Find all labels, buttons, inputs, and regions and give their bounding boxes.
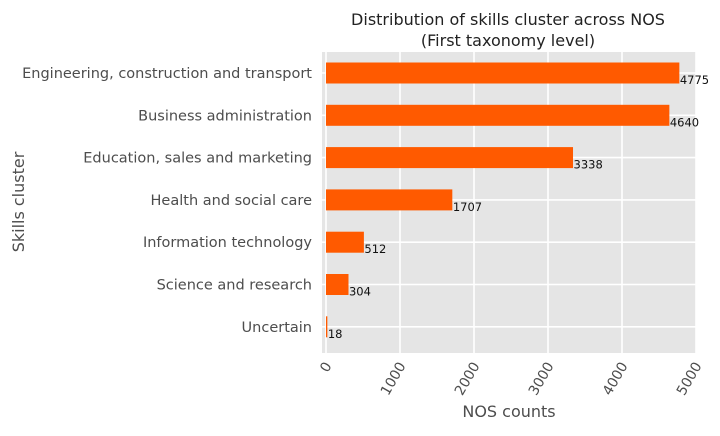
bar [326, 62, 680, 84]
data-label: 512 [364, 242, 386, 256]
category-label: Business administration [138, 108, 312, 124]
data-label: 4640 [670, 115, 699, 129]
x-axis-title: NOS counts [462, 402, 555, 421]
data-label: 3338 [574, 158, 603, 172]
x-tick-label: 3000 [526, 360, 558, 399]
x-tick-label: 5000 [674, 360, 706, 399]
bar [326, 104, 670, 126]
category-label: Engineering, construction and transport [22, 66, 312, 82]
chart-subtitle: (First taxonomy level) [421, 31, 595, 50]
bar [326, 147, 574, 169]
bar [326, 231, 364, 253]
bar [326, 189, 453, 211]
category-label: Information technology [143, 235, 312, 251]
category-label: Health and social care [151, 193, 313, 209]
category-label: Education, sales and marketing [83, 151, 312, 167]
x-tick-labels: 0 1000 2000 3000 4000 5000 [317, 360, 705, 399]
data-label: 4775 [680, 73, 709, 87]
bars [326, 62, 680, 338]
category-label: Science and research [157, 278, 312, 294]
chart-title: Distribution of skills cluster across NO… [351, 10, 665, 29]
category-label: Uncertain [242, 320, 312, 336]
x-tick-label: 0 [317, 360, 335, 376]
y-axis-title: Skills cluster [9, 151, 28, 252]
data-labels: 4775 4640 3338 1707 512 304 18 [328, 73, 709, 341]
bar [326, 316, 328, 338]
x-tick-label: 2000 [452, 360, 484, 399]
data-label: 18 [328, 327, 343, 341]
category-labels: Engineering, construction and transport B… [22, 66, 312, 336]
bar [326, 274, 349, 295]
data-label: 304 [349, 285, 371, 299]
x-tick-label: 4000 [600, 360, 632, 399]
data-label: 1707 [453, 200, 482, 214]
x-tick-label: 1000 [378, 360, 410, 399]
